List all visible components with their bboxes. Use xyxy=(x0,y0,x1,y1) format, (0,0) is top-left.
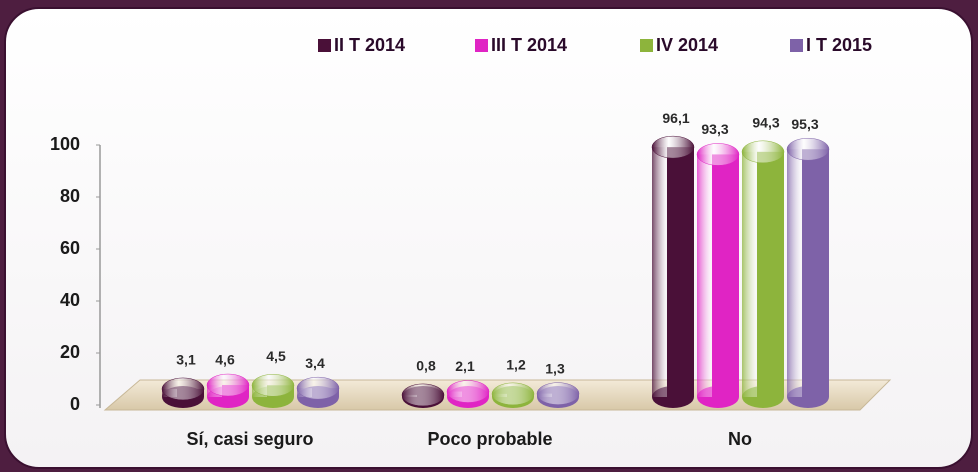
data-label: 1,2 xyxy=(506,357,526,373)
bar xyxy=(787,149,829,397)
legend-label: III T 2014 xyxy=(491,35,567,55)
bar-top xyxy=(536,382,580,405)
data-label: 1,3 xyxy=(545,360,565,376)
data-label: 95,3 xyxy=(791,116,818,132)
y-tick-label: 20 xyxy=(60,342,80,362)
x-tick-label: Poco probable xyxy=(427,429,552,449)
bar xyxy=(652,147,694,397)
bar xyxy=(697,154,739,397)
bar-top xyxy=(741,140,785,164)
bar-top xyxy=(161,377,205,401)
data-label: 4,6 xyxy=(215,352,235,368)
bar-top xyxy=(446,380,490,403)
bar-top xyxy=(651,135,695,159)
data-label: 4,5 xyxy=(266,348,286,364)
x-tick-label: No xyxy=(728,429,752,449)
data-label: 2,1 xyxy=(455,358,475,374)
data-label: 94,3 xyxy=(752,115,779,131)
legend-label: IV 2014 xyxy=(656,35,718,55)
data-label: 3,1 xyxy=(176,352,196,368)
legend-swatch xyxy=(640,39,653,52)
y-tick-label: 80 xyxy=(60,186,80,206)
legend-swatch xyxy=(475,39,488,52)
data-label: 96,1 xyxy=(662,110,689,126)
data-label: 0,8 xyxy=(416,358,436,374)
bar-top xyxy=(401,383,445,407)
bar xyxy=(742,151,784,397)
bar-top xyxy=(251,374,295,397)
data-label: 93,3 xyxy=(701,121,728,137)
legend-swatch xyxy=(790,39,803,52)
legend-label: I T 2015 xyxy=(806,35,872,55)
y-tick-label: 40 xyxy=(60,290,80,310)
legend-swatch xyxy=(318,39,331,52)
data-label: 3,4 xyxy=(305,355,325,371)
bar-top xyxy=(786,137,830,161)
bar-top xyxy=(696,143,740,166)
bar-top xyxy=(296,376,340,400)
x-tick-label: Sí, casi seguro xyxy=(186,429,313,449)
bar-top xyxy=(491,382,535,406)
bar-top xyxy=(206,373,250,397)
legend-label: II T 2014 xyxy=(334,35,405,55)
y-tick-label: 60 xyxy=(60,238,80,258)
y-tick-label: 0 xyxy=(70,394,80,414)
y-tick-label: 100 xyxy=(50,134,80,154)
